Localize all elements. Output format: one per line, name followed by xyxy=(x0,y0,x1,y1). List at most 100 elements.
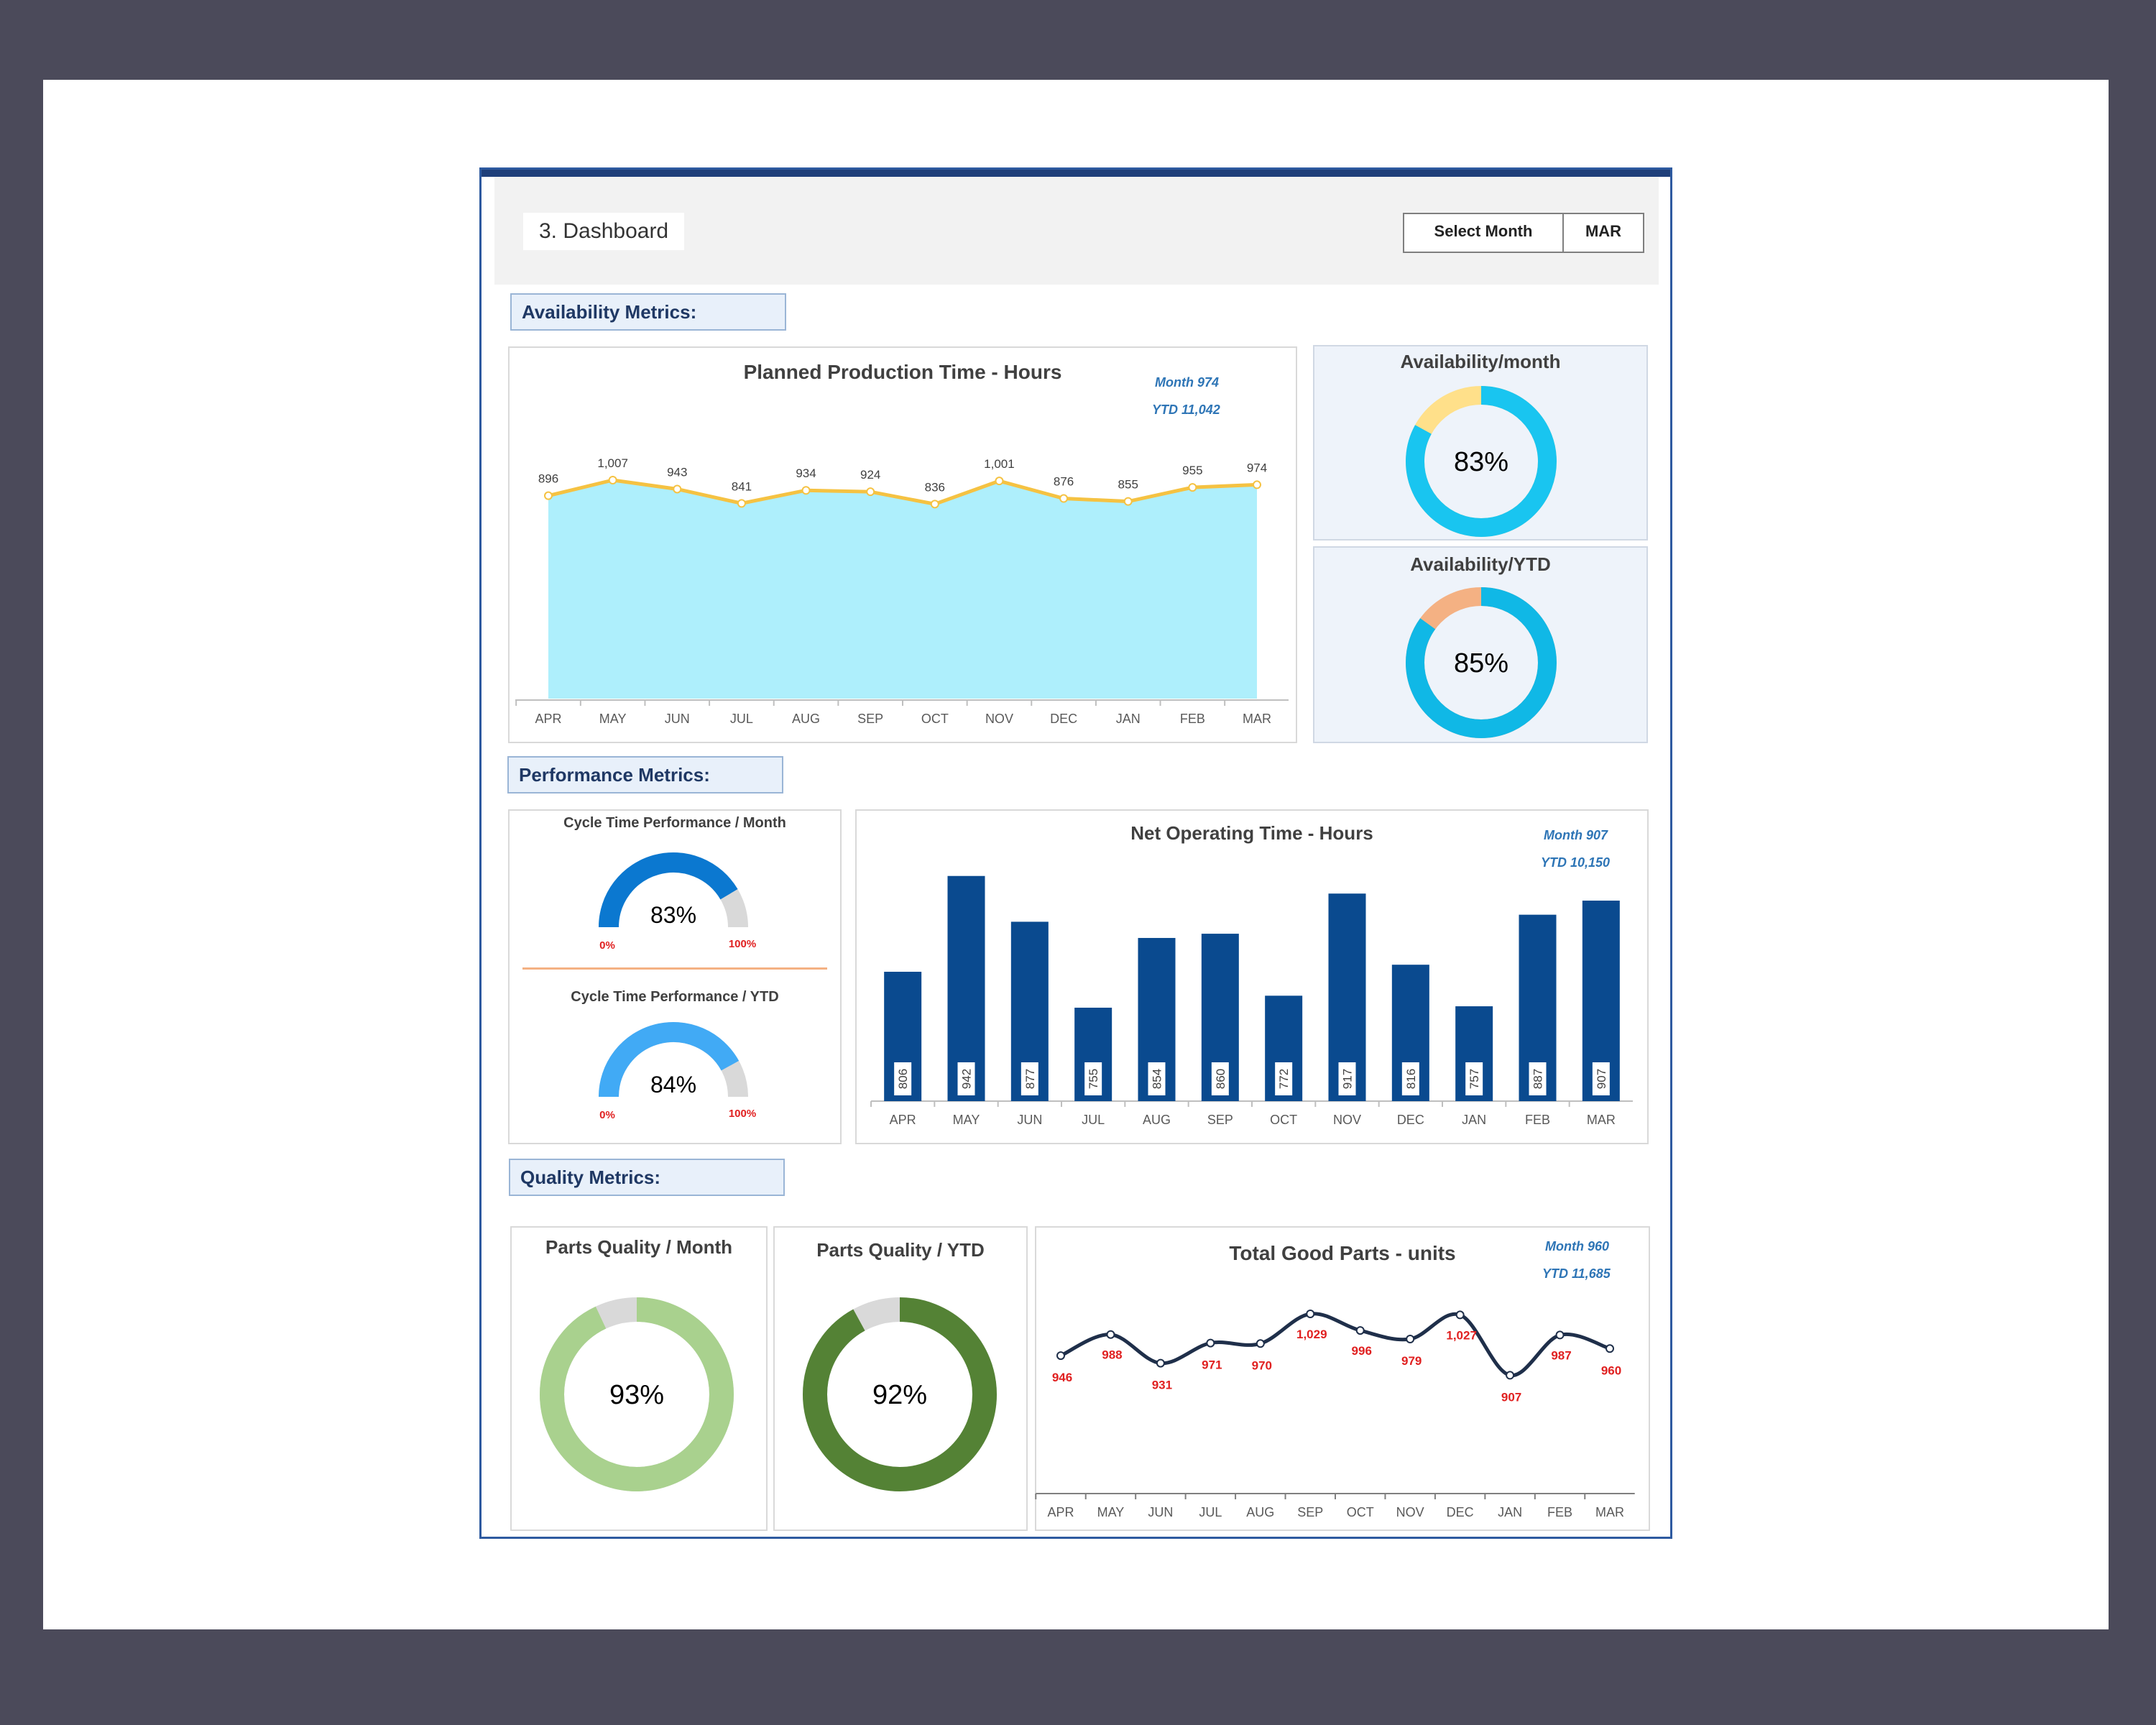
data-point xyxy=(1188,483,1197,492)
bar-label-box xyxy=(1592,1062,1610,1095)
ytd-note: YTD 11,685 xyxy=(1542,1266,1611,1281)
x-tick-label: JUN xyxy=(1017,1113,1042,1127)
data-label: 996 xyxy=(1352,1344,1372,1358)
data-label: 988 xyxy=(1102,1348,1122,1362)
x-tick-label: JUL xyxy=(1082,1113,1105,1127)
bar-value-label: 860 xyxy=(1214,1069,1227,1089)
x-tick-label: DEC xyxy=(1447,1505,1474,1519)
page-title: 3. Dashboard xyxy=(523,213,685,250)
net-operating-chart: Net Operating Time - Hours Month 907 YTD… xyxy=(855,809,1649,1144)
bar-label-box xyxy=(1465,1062,1483,1095)
planned-production-chart: Planned Production Time - Hours Month 97… xyxy=(508,346,1297,743)
donut-center-label: 93% xyxy=(609,1380,664,1410)
quality-ytd-title: Parts Quality / YTD xyxy=(816,1239,985,1261)
x-tick-label: FEB xyxy=(1180,712,1205,726)
data-point xyxy=(1059,494,1069,503)
bar-label-box xyxy=(1148,1062,1166,1095)
quality-month-panel: Parts Quality / Month 93% xyxy=(510,1226,768,1531)
x-tick-label: OCT xyxy=(921,712,949,726)
x-tick-label: OCT xyxy=(1270,1113,1297,1127)
data-label: 836 xyxy=(925,480,945,494)
data-point xyxy=(866,487,875,497)
data-label: 896 xyxy=(538,472,558,486)
data-label: 987 xyxy=(1551,1348,1571,1362)
bar-value-label: 806 xyxy=(896,1069,910,1089)
data-label: 1,001 xyxy=(984,457,1015,471)
x-tick-label: JUL xyxy=(730,712,753,726)
x-tick-label: DEC xyxy=(1397,1113,1424,1127)
data-label: 946 xyxy=(1052,1371,1072,1384)
ytd-note: YTD 11,042 xyxy=(1152,402,1220,417)
selected-month-value[interactable]: MAR xyxy=(1585,222,1622,240)
data-point xyxy=(1606,1344,1614,1353)
quality-ytd-panel: Parts Quality / YTD 92% xyxy=(773,1226,1028,1531)
cycle-time-gauges: 83% 0% 100% 84% 0% 100% xyxy=(599,852,756,1121)
bar-value-label: 907 xyxy=(1595,1069,1608,1089)
bar-label-box xyxy=(1275,1062,1293,1095)
availability-month-panel: Availability/month 83% xyxy=(1313,345,1648,540)
data-point xyxy=(673,484,682,494)
cycle-ytd-title: Cycle Time Performance / YTD xyxy=(571,989,779,1005)
bar-value-label: 917 xyxy=(1341,1069,1355,1089)
data-point xyxy=(1355,1326,1365,1335)
net-operating-plot: 806 APR 942 MAY 877 JUN 755 JUL 854 AUG 860 SEP 772 O… xyxy=(870,875,1633,1127)
bar-value-label: 887 xyxy=(1531,1069,1545,1089)
data-label: 855 xyxy=(1118,478,1138,492)
x-tick-label: JAN xyxy=(1498,1505,1522,1519)
data-point xyxy=(1253,480,1261,489)
data-label: 876 xyxy=(1054,475,1074,489)
donut-value xyxy=(1406,587,1557,738)
x-tick-label: DEC xyxy=(1050,712,1077,726)
data-point xyxy=(1056,1351,1065,1361)
availability-ytd-title: Availability/YTD xyxy=(1410,553,1551,575)
data-point xyxy=(801,486,811,495)
availability-month-title: Availability/month xyxy=(1400,351,1561,372)
x-tick-label: SEP xyxy=(1207,1113,1233,1127)
x-tick-label: OCT xyxy=(1347,1505,1374,1519)
data-label: 960 xyxy=(1601,1363,1621,1377)
chart-title: Net Operating Time - Hours xyxy=(1130,822,1373,844)
month-selector[interactable]: Select Month MAR xyxy=(1403,213,1644,253)
gauge-value xyxy=(599,852,738,928)
data-point xyxy=(1106,1330,1115,1339)
x-tick-label: NOV xyxy=(985,712,1013,726)
quality-month-donut: 93% xyxy=(540,1297,734,1491)
bar-value-label: 942 xyxy=(960,1069,974,1089)
data-point xyxy=(930,500,939,509)
chart-title: Total Good Parts - units xyxy=(1229,1242,1456,1264)
data-label: 907 xyxy=(1501,1390,1521,1404)
cycle-month-title: Cycle Time Performance / Month xyxy=(563,815,786,831)
gauge-value xyxy=(599,1022,740,1098)
gauge-center-label: 84% xyxy=(650,1072,696,1098)
planned-production-plot: 896 APR 1,007 MAY 943 JUN 841 JUL 934 AUG 924 SEP 83… xyxy=(515,456,1289,726)
data-label: 841 xyxy=(732,479,752,493)
x-tick-label: JUL xyxy=(1199,1505,1222,1519)
bar-label-box xyxy=(957,1062,975,1095)
donut-center-label: 85% xyxy=(1454,648,1508,678)
x-tick-label: APR xyxy=(890,1113,916,1127)
dashboard-header: 3. Dashboard Select Month MAR xyxy=(494,177,1659,285)
chart-title: Planned Production Time - Hours xyxy=(743,361,1062,383)
availability-ytd-donut: 85% xyxy=(1406,587,1557,738)
data-label: 955 xyxy=(1182,464,1202,477)
frame-top-bar xyxy=(482,170,1670,177)
x-tick-label: NOV xyxy=(1396,1505,1424,1519)
data-point xyxy=(544,491,553,500)
area-line xyxy=(548,478,1258,506)
x-tick-label: JUN xyxy=(665,712,690,726)
x-tick-label: AUG xyxy=(792,712,820,726)
gauge-min-label: 0% xyxy=(599,939,615,952)
gauge-max-label: 100% xyxy=(729,938,756,950)
cycle-time-panel: Cycle Time Performance / Month Cycle Tim… xyxy=(508,809,842,1144)
quality-section-label: Quality Metrics: xyxy=(509,1159,785,1196)
bar-label-box xyxy=(1401,1062,1419,1095)
donut-value xyxy=(540,1297,734,1491)
bar-label-box xyxy=(1211,1062,1229,1095)
gauge-min-label: 0% xyxy=(599,1109,615,1121)
data-label: 979 xyxy=(1401,1354,1422,1368)
x-tick-label: JAN xyxy=(1462,1113,1486,1127)
performance-section-label: Performance Metrics: xyxy=(507,756,783,794)
data-label: 943 xyxy=(667,465,687,479)
quality-ytd-donut: 92% xyxy=(803,1297,997,1491)
bar-value-label: 816 xyxy=(1404,1069,1418,1089)
